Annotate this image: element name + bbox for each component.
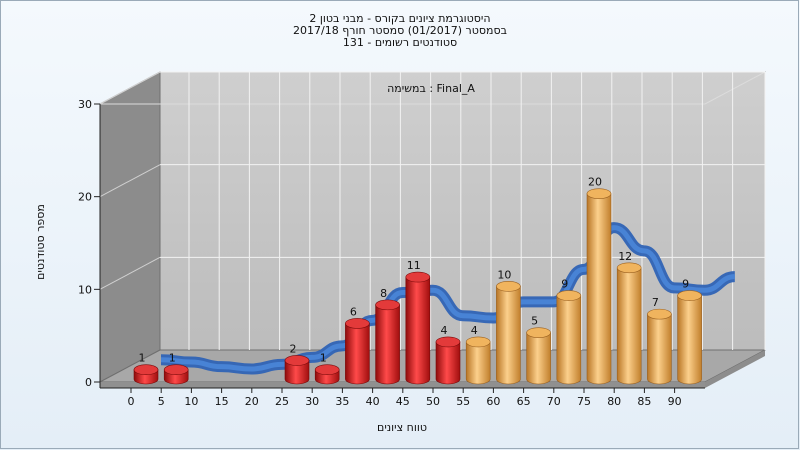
bar-value-label: 1 xyxy=(169,352,176,365)
histogram-bar: 10 xyxy=(496,268,521,385)
chart-title-line-1: היסטוגרמת ציונים בקורס - מבני בטון 2 xyxy=(309,12,491,25)
y-tick-label: 10 xyxy=(78,283,92,296)
histogram-bar: 4 xyxy=(465,324,491,385)
histogram-bar: 12 xyxy=(616,250,642,385)
histogram-bar: 11 xyxy=(405,259,431,385)
x-tick-label: 40 xyxy=(366,395,380,408)
chart-back-wall xyxy=(159,71,766,351)
trend-ribbon-highlight xyxy=(160,225,736,372)
x-tick-label: 75 xyxy=(577,395,591,408)
chart-front-floor-edge xyxy=(100,382,705,388)
x-tick-label: 70 xyxy=(547,395,561,408)
bar-value-label: 10 xyxy=(497,268,511,281)
x-tick-label: 90 xyxy=(668,395,682,408)
bar-value-label: 20 xyxy=(588,176,602,189)
histogram-bar: 8 xyxy=(375,287,400,385)
histogram-bar: 1 xyxy=(314,352,340,385)
bar-value-label: 2 xyxy=(290,342,297,355)
bar-value-label: 4 xyxy=(441,324,448,337)
histogram-bar: 5 xyxy=(526,315,551,385)
y-tick-label: 20 xyxy=(78,191,92,204)
x-tick-label: 85 xyxy=(637,395,651,408)
histogram-bar: 2 xyxy=(284,342,310,385)
x-axis-label: טווח ציונים xyxy=(377,421,427,434)
x-tick-label: 80 xyxy=(607,395,621,408)
y-tick-label: 0 xyxy=(85,376,92,389)
x-tick-label: 15 xyxy=(215,395,229,408)
chart-title-line-2: בסמסטר (01/2017) סמסטר חורף 2017/18 xyxy=(293,24,507,37)
bar-value-label: 9 xyxy=(682,278,689,291)
y-gridline-side xyxy=(99,164,161,198)
chart-title-line-3: 131 - סטודנטים רשומים xyxy=(342,36,458,49)
bar-value-label: 9 xyxy=(561,278,568,291)
chart-right-edge xyxy=(705,350,765,388)
chart-side-wall xyxy=(99,71,161,383)
histogram-bar: 1 xyxy=(163,352,189,385)
bar-value-label: 5 xyxy=(531,315,538,328)
histogram-bar: 9 xyxy=(556,278,582,385)
x-tick-label: 25 xyxy=(275,395,289,408)
x-tick-label: 50 xyxy=(426,395,440,408)
bar-value-label: 6 xyxy=(350,305,357,318)
x-tick-label: 35 xyxy=(335,395,349,408)
x-tick-label: 0 xyxy=(128,395,135,408)
y-tick-label: 30 xyxy=(78,98,92,111)
bar-value-label: 7 xyxy=(652,296,659,309)
x-tick-label: 20 xyxy=(245,395,259,408)
y-axis-label: מספר סטודנטים xyxy=(34,204,47,280)
histogram-bar: 20 xyxy=(586,176,612,385)
y-gridline-side xyxy=(99,256,161,290)
x-tick-label: 30 xyxy=(305,395,319,408)
bar-value-label: 11 xyxy=(407,259,421,272)
histogram-bar: 7 xyxy=(647,296,672,385)
x-tick-label: 65 xyxy=(517,395,531,408)
histogram-bar: 9 xyxy=(677,278,702,385)
x-tick-label: 60 xyxy=(486,395,500,408)
bar-value-label: 12 xyxy=(618,250,632,263)
bar-value-label: 1 xyxy=(320,352,327,365)
bar-value-label: 4 xyxy=(471,324,478,337)
y-gridline-side xyxy=(99,71,161,105)
x-tick-label: 45 xyxy=(396,395,410,408)
histogram-bar: 4 xyxy=(435,324,461,385)
x-tick-label: 55 xyxy=(456,395,470,408)
x-tick-label: 10 xyxy=(184,395,198,408)
task-annotation: במשימה : Final_A xyxy=(387,82,475,95)
bar-value-label: 8 xyxy=(380,287,387,300)
x-tick-label: 5 xyxy=(158,395,165,408)
histogram-bar: 1 xyxy=(133,352,159,385)
histogram-bar: 6 xyxy=(345,305,370,385)
bar-value-label: 1 xyxy=(139,352,146,365)
